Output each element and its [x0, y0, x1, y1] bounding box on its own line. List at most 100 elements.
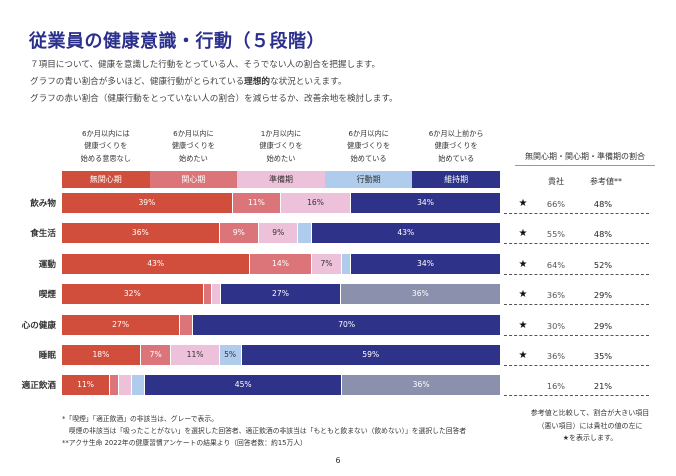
right-note-line-2: （悪い項目）には貴社の値の左に: [537, 421, 643, 430]
bar-row: 18% 7% 11% 5% 59%: [62, 345, 500, 365]
stage-description: 6か月以上前から 健康づくりを 始めている: [412, 128, 500, 165]
right-table-col-own: 貴社: [548, 177, 564, 186]
bar-segment-行動期: [298, 223, 312, 244]
star-icon: ★: [518, 350, 528, 361]
legend-item: 行動期: [324, 171, 413, 188]
stage-description-line: 健康づくりを: [259, 141, 303, 151]
bar-segment-非該当: 36%: [340, 284, 500, 305]
data-label: 11%: [186, 350, 204, 359]
footnote-2: 喫煙の非該当は「吸ったことがない」を選択した回答者、適正飲酒の非該当は「もともと…: [62, 427, 467, 435]
data-label: 36%: [412, 380, 430, 390]
intro-line-3: グラフの赤い割合（健康行動をとっていない人の割合）を減らせるか、改善余地を検討し…: [30, 94, 398, 104]
bar-segment-無関心期: 39%: [62, 193, 233, 213]
stage-description: 6か月以内に 健康づくりを 始めている: [325, 128, 413, 165]
bar-segment-維持期: 34%: [351, 193, 500, 213]
data-label: 11%: [77, 380, 95, 390]
bar-segment-維持期: 43%: [311, 223, 500, 244]
intro-line-1: ７項目について、健康を意識した行動をとっている人、そうでない人の割合を把握します…: [30, 60, 381, 70]
bar-segment-維持期: 59%: [241, 345, 500, 365]
stage-description-line: 6か月以内に: [173, 129, 214, 138]
bar-segment-関心期: 9%: [219, 223, 260, 244]
page-number: 6: [335, 456, 341, 465]
right-table-col-ref: 参考値**: [590, 177, 622, 186]
reference-value: 48%: [593, 199, 613, 209]
legend-item: 無関心期: [62, 171, 150, 188]
data-label: 36%: [411, 289, 429, 299]
bar-segment-関心期: 7%: [140, 345, 172, 365]
bar-segment-関心期: 11%: [232, 193, 281, 213]
own-value: 66%: [546, 199, 566, 209]
row-divider: [504, 213, 649, 214]
bar-segment-無関心期: 18%: [62, 345, 141, 365]
stage-description-line: 始める意思なし: [80, 153, 131, 163]
category-label: 飲み物: [30, 199, 56, 209]
bar-segment-準備期: 7%: [311, 253, 343, 274]
category-label: 睡眠: [38, 351, 56, 361]
footnotes: *「喫煙」「適正飲酒」の非該当は、グレーで表示。 喫煙の非該当は「吸ったことがな…: [62, 413, 466, 449]
star-icon: ★: [518, 228, 528, 240]
intro-line-2-pre: グラフの青い割合が多いほど、健康行動がとられている: [30, 77, 245, 87]
bar-segment-無関心期: 36%: [62, 223, 220, 244]
bar-segment-維持期: 34%: [351, 253, 500, 274]
data-label: 34%: [417, 258, 434, 268]
bar-segment-維持期: 45%: [145, 375, 343, 396]
bar-segment-無関心期: 32%: [62, 284, 204, 305]
bar-segment-行動期: [132, 375, 146, 396]
data-label: 9%: [232, 228, 245, 238]
stage-description: 6か月以内に 健康づくりを 始めたい: [149, 128, 237, 165]
stage-description-line: 健康づくりを: [171, 141, 215, 151]
bar-segment-無関心期: 11%: [62, 375, 111, 396]
category-label: 喫煙: [38, 290, 56, 301]
stage-description-line: 6か月以上前から: [428, 129, 484, 138]
data-label: 43%: [147, 258, 165, 268]
bar-row: 39% 11% 16% 34%: [62, 193, 500, 213]
bar-segment-維持期: 27%: [221, 284, 341, 305]
bar-row: 36% 9% 9% 43%: [62, 223, 500, 244]
row-divider: [504, 273, 649, 275]
right-table-header: 無関心期・関心期・準備期の割合: [525, 152, 645, 161]
row-divider: [504, 365, 649, 366]
own-value: 16%: [546, 381, 566, 392]
stage-description-line: 始めている: [438, 153, 475, 163]
bar-row: 32% 27% 36%: [62, 284, 500, 305]
stage-description-line: 健康づくりを: [347, 141, 391, 151]
stage-description-line: 始めたい: [266, 153, 296, 163]
data-label: 11%: [247, 198, 265, 207]
legend-item: 関心期: [149, 171, 238, 188]
row-divider: [504, 334, 649, 336]
bar-segment-準備期: [212, 284, 222, 305]
stage-description-line: 1か月以内に: [260, 129, 302, 138]
category-label: 運動: [38, 259, 56, 270]
reference-value: 29%: [593, 320, 613, 331]
bar-segment-準備期: 16%: [280, 193, 352, 213]
data-label: 5%: [224, 350, 237, 359]
data-label: 45%: [234, 380, 252, 390]
reference-value: 21%: [593, 381, 613, 392]
stage-description-line: 健康づくりを: [84, 141, 128, 151]
bar-segment-関心期: [203, 284, 213, 305]
stage-description-line: 健康づくりを: [434, 141, 478, 151]
intro-line-2-post: な状況といえます。: [269, 77, 347, 87]
data-label: 27%: [112, 319, 130, 329]
own-value: 30%: [546, 320, 566, 331]
page-title: 従業員の健康意識・行動（５段階）: [29, 31, 325, 52]
bar-segment-準備期: 9%: [259, 223, 299, 244]
stage-description-line: 6か月以内に: [348, 129, 389, 138]
bar-segment-行動期: [342, 253, 352, 274]
row-divider: [504, 304, 649, 306]
star-icon: ★: [518, 198, 528, 209]
data-label: 43%: [397, 228, 415, 238]
row-divider: [504, 395, 649, 397]
data-label: 36%: [131, 228, 149, 238]
data-label: 9%: [272, 228, 285, 238]
stage-description-line: 6か月以内には: [81, 129, 130, 138]
data-label: 16%: [307, 198, 324, 207]
intro-text: ７項目について、健康を意識した行動をとっている人、そうでない人の割合を把握します…: [30, 57, 398, 108]
stage-description: 1か月以内に 健康づくりを 始めたい: [237, 128, 325, 165]
bar-segment-行動期: 5%: [219, 345, 242, 365]
bar-segment-維持期: 70%: [193, 314, 500, 335]
bar-segment-非該当: 36%: [342, 375, 500, 396]
star-icon: ★: [518, 289, 528, 301]
right-note-line-3: ★を表示します。: [562, 434, 618, 442]
data-label: 7%: [149, 350, 162, 359]
